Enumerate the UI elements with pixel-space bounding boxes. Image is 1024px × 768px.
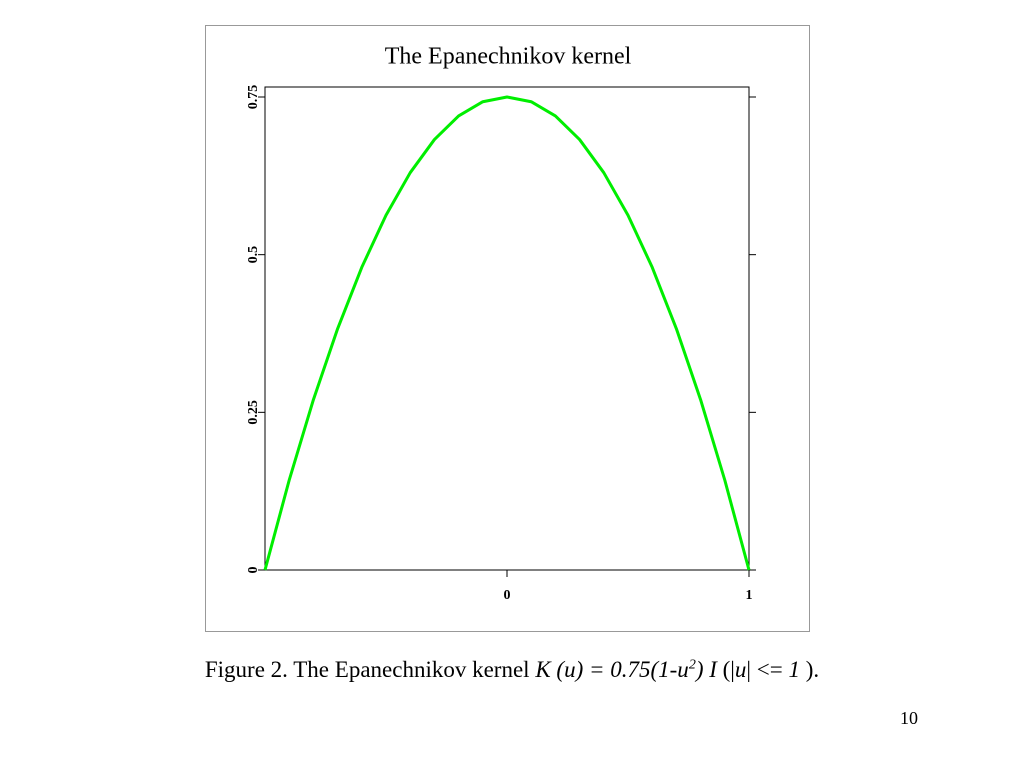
y-tick-label: 0 xyxy=(246,567,261,574)
figure-frame xyxy=(205,25,810,632)
caption-text: ). xyxy=(799,657,820,682)
caption-text: | <= xyxy=(746,657,789,682)
x-tick-label: 1 xyxy=(746,588,753,603)
caption: Figure 2. The Epanechnikov kernel K (u) … xyxy=(0,657,1024,683)
y-tick-label: 0.5 xyxy=(246,246,261,264)
line xyxy=(263,95,751,571)
caption-formula: ) I xyxy=(695,657,717,682)
caption-text: Figure 2. The Epanechnikov kernel xyxy=(204,657,536,682)
y-tick-label: 0.75 xyxy=(246,85,261,110)
caption-formula: K (u) = 0.75(1-u xyxy=(535,657,689,682)
caption-formula: u xyxy=(734,657,747,682)
page-number: 10 xyxy=(900,708,918,728)
chart-title: The Epanechnikov kernel xyxy=(385,44,632,70)
x-tick-label: 0 xyxy=(504,588,511,603)
caption-superscript: 2 xyxy=(688,657,696,673)
caption-formula: 1 xyxy=(788,657,800,682)
chart: The Epanechnikov kernel 0 0.25 0.5 0.75 0 1 xyxy=(205,25,810,632)
caption-text: (| xyxy=(716,657,735,682)
y-tick-label: 0.25 xyxy=(246,400,261,425)
